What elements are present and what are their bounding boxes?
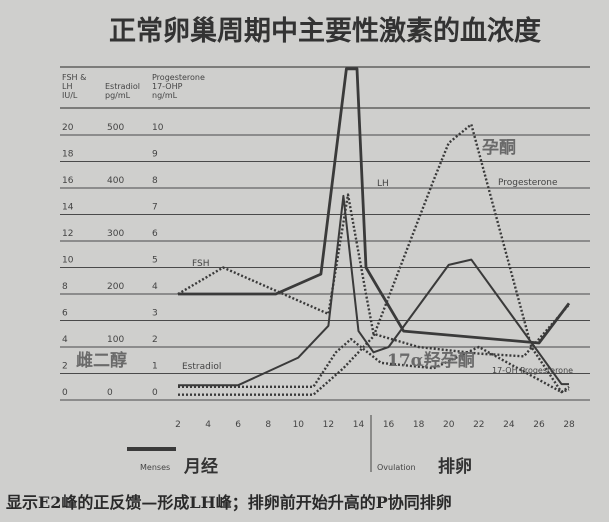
lh-label: LH	[377, 179, 389, 189]
menses-label: Menses	[140, 463, 170, 472]
y-tick-labels: 2018161412108642050040030020010001098765…	[62, 123, 164, 398]
x-tick-label: 26	[533, 420, 545, 430]
axis-header-line: FSH &	[62, 73, 86, 82]
series-line-progesterone	[178, 123, 570, 396]
y-tick-label: 0	[152, 388, 158, 398]
y-tick-label: 400	[107, 176, 124, 186]
y-tick-label: 3	[152, 309, 158, 319]
y-tick-label: 8	[62, 282, 68, 292]
y-tick-label: 300	[107, 229, 124, 239]
y-tick-label: 14	[62, 203, 74, 213]
y-tick-label: 16	[62, 176, 74, 186]
y-tick-label: 4	[152, 282, 158, 292]
menses-cn-label: 月经	[183, 456, 218, 477]
y-tick-label: 9	[152, 150, 158, 160]
ohp-label: 17-OH Progesterone	[492, 366, 573, 375]
y-tick-label: 200	[107, 282, 124, 292]
y-tick-label: 6	[152, 229, 158, 239]
x-tick-label: 10	[293, 420, 305, 430]
series-line-fsh	[177, 193, 570, 358]
caption: 显示E2峰的正反馈—形成LH峰；排卵前开始升高的P协同排卵	[6, 493, 452, 512]
y-tick-label: 1	[152, 362, 158, 372]
y-tick-label: 6	[62, 309, 68, 319]
y-tick-label: 8	[152, 176, 158, 186]
axis-header-line: LH	[62, 82, 72, 91]
x-tick-label: 2	[175, 420, 181, 430]
estradiol-cn-label: 雌二醇	[76, 350, 127, 371]
y-tick-label: 2	[62, 362, 68, 372]
x-tick-label: 6	[235, 420, 241, 430]
ohp-cn-label: 17α羟孕酮	[387, 350, 475, 371]
y-tick-label: 10	[62, 256, 74, 266]
series-line-17-oh-progesterone	[178, 337, 570, 394]
estradiol-label: Estradiol	[182, 362, 221, 372]
y-tick-label: 20	[62, 123, 74, 133]
axis-header-line: IU/L	[62, 91, 78, 100]
chart-title: 正常卵巢周期中主要性激素的血浓度	[109, 15, 541, 47]
x-tick-label: 4	[205, 420, 211, 430]
y-tick-label: 0	[107, 388, 113, 398]
y-tick-label: 7	[152, 203, 158, 213]
y-tick-label: 18	[62, 150, 74, 160]
x-tick-label: 18	[413, 420, 425, 430]
x-tick-label: 16	[383, 420, 395, 430]
axis-header-line: pg/mL	[105, 91, 131, 100]
axis-header-line: 17-OHP	[152, 82, 183, 91]
progesterone-label: Progesterone	[498, 178, 558, 188]
x-tick-label: 8	[265, 420, 271, 430]
x-tick-label: 12	[323, 420, 334, 430]
series-lines	[177, 67, 571, 396]
x-tick-label: 14	[353, 420, 365, 430]
series-line-estradiol	[178, 194, 569, 387]
y-tick-label: 4	[62, 335, 68, 345]
x-tick-label: 20	[443, 420, 455, 430]
series-line-lh	[178, 67, 571, 345]
axis-header-line: Estradiol	[105, 82, 140, 91]
menses-bar	[127, 447, 176, 451]
y-tick-label: 0	[62, 388, 68, 398]
gridlines	[60, 66, 590, 401]
x-tick-label: 22	[473, 420, 484, 430]
y-tick-label: 100	[107, 335, 124, 345]
y-tick-label: 2	[152, 335, 158, 345]
progesterone-cn-label: 孕酮	[482, 138, 516, 158]
ovulation-cn-label: 排卵	[438, 456, 472, 477]
x-tick-labels: 2 4 6 8 10 12 14 16 18 20 22 24 26 28	[175, 420, 575, 430]
x-tick-label: 24	[503, 420, 515, 430]
axis-header-line: Progesterone	[152, 73, 205, 82]
axis-header-line: ng/mL	[152, 91, 178, 100]
y-tick-label: 5	[152, 256, 158, 266]
x-tick-label: 28	[563, 420, 575, 430]
fsh-label: FSH	[192, 259, 210, 269]
ovulation-label: Ovulation	[377, 463, 416, 472]
y-tick-label: 500	[107, 123, 124, 133]
y-tick-label: 12	[62, 229, 73, 239]
y-tick-label: 10	[152, 123, 164, 133]
